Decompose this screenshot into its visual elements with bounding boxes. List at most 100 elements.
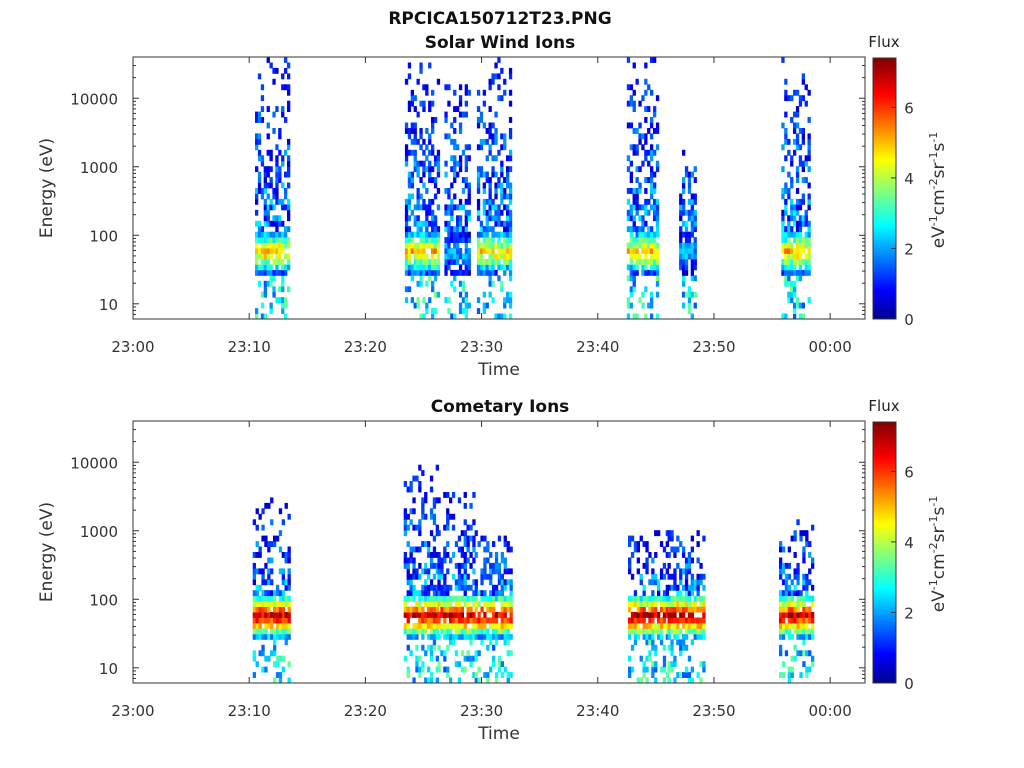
flux-cell: [469, 628, 473, 635]
flux-cell: [796, 623, 800, 629]
flux-cell: [410, 182, 414, 189]
flux-cell: [648, 601, 652, 607]
flux-cell: [431, 177, 435, 183]
flux-cell: [673, 661, 677, 668]
flux-cell: [500, 220, 504, 227]
flux-cell: [702, 661, 706, 668]
flux-cell: [461, 177, 466, 183]
flux-cell: [433, 155, 438, 162]
flux-cell: [497, 220, 501, 227]
flux-cell: [281, 275, 285, 282]
flux-cell: [632, 193, 636, 200]
flux-cell: [488, 253, 492, 260]
flux-cell: [416, 220, 420, 227]
flux-cell: [784, 204, 788, 211]
flux-cell: [436, 166, 441, 173]
flux-cell: [787, 215, 791, 222]
flux-cell: [687, 568, 692, 575]
flux-cell: [693, 209, 697, 216]
flux-cell: [793, 264, 797, 271]
flux-cell: [492, 584, 496, 591]
flux-cell: [787, 220, 791, 227]
flux-cell: [632, 215, 636, 222]
flux-cell: [790, 633, 794, 640]
flux-cell: [790, 248, 794, 254]
flux-cell: [437, 666, 441, 673]
flux-cell: [500, 601, 504, 607]
flux-cell: [275, 67, 279, 74]
flux-cell: [796, 579, 800, 586]
flux-cell: [482, 264, 486, 271]
flux-cell: [454, 650, 459, 657]
flux-cell: [779, 595, 783, 602]
flux-cell: [476, 242, 481, 249]
flux-cell: [269, 237, 273, 243]
flux-cell: [257, 177, 262, 183]
flux-cell: [655, 198, 660, 205]
flux-cell: [494, 215, 498, 222]
flux-cell: [801, 78, 805, 85]
flux-cell: [461, 269, 466, 276]
flux-cell: [790, 231, 794, 238]
flux-cell: [409, 519, 413, 526]
flux-cell: [275, 215, 279, 222]
flux-cell: [793, 215, 797, 222]
flux-cell: [281, 182, 285, 189]
flux-cell: [492, 655, 496, 662]
flux-cell: [506, 209, 510, 216]
flux-cell: [429, 628, 434, 635]
flux-cell: [278, 220, 282, 227]
flux-cell: [410, 100, 414, 107]
flux-cell: [779, 573, 783, 580]
flux-cell: [453, 117, 457, 123]
flux-cell: [449, 628, 453, 635]
flux-cell: [255, 633, 259, 640]
flux-cell: [645, 546, 649, 553]
flux-cell: [494, 128, 498, 134]
flux-cell: [477, 612, 481, 618]
flux-cell: [682, 275, 686, 282]
flux-cell: [431, 313, 435, 320]
flux-cell: [690, 242, 694, 249]
flux-cell: [693, 253, 697, 260]
flux-cell: [801, 242, 805, 249]
flux-cell: [796, 590, 800, 597]
flux-cell: [421, 628, 425, 635]
flux-cell: [252, 612, 256, 618]
flux-cell: [492, 541, 496, 547]
flux-cell: [464, 248, 468, 254]
flux-cell: [679, 242, 683, 249]
flux-cell: [422, 269, 426, 276]
flux-cell: [793, 248, 797, 254]
flux-cell: [799, 628, 803, 635]
flux-cell: [436, 149, 441, 156]
flux-cell: [463, 633, 467, 640]
flux-cell: [432, 535, 437, 542]
flux-cell: [693, 220, 697, 227]
flux-cell: [804, 155, 808, 162]
flux-cell: [508, 248, 513, 254]
flux-cell: [645, 628, 649, 635]
flux-cell: [407, 177, 412, 183]
flux-cell: [799, 535, 803, 542]
flux-cell: [412, 584, 416, 591]
flux-cell: [781, 220, 785, 227]
flux-cell: [508, 275, 513, 282]
flux-cell: [257, 133, 262, 140]
flux-cell: [460, 579, 464, 586]
flux-cell: [632, 269, 636, 276]
flux-cell: [653, 269, 657, 276]
flux-cell: [424, 623, 428, 629]
flux-cell: [472, 519, 476, 526]
flux-cell: [474, 552, 478, 558]
flux-cell: [454, 595, 459, 602]
flux-cell: [413, 128, 417, 134]
flux-cell: [261, 579, 265, 586]
flux-cell: [798, 220, 803, 227]
flux-cell: [633, 601, 638, 607]
flux-cell: [486, 617, 490, 624]
flux-cell: [413, 204, 417, 211]
flux-cell: [281, 573, 285, 580]
flux-cell: [415, 612, 419, 618]
flux-cell: [278, 601, 283, 607]
